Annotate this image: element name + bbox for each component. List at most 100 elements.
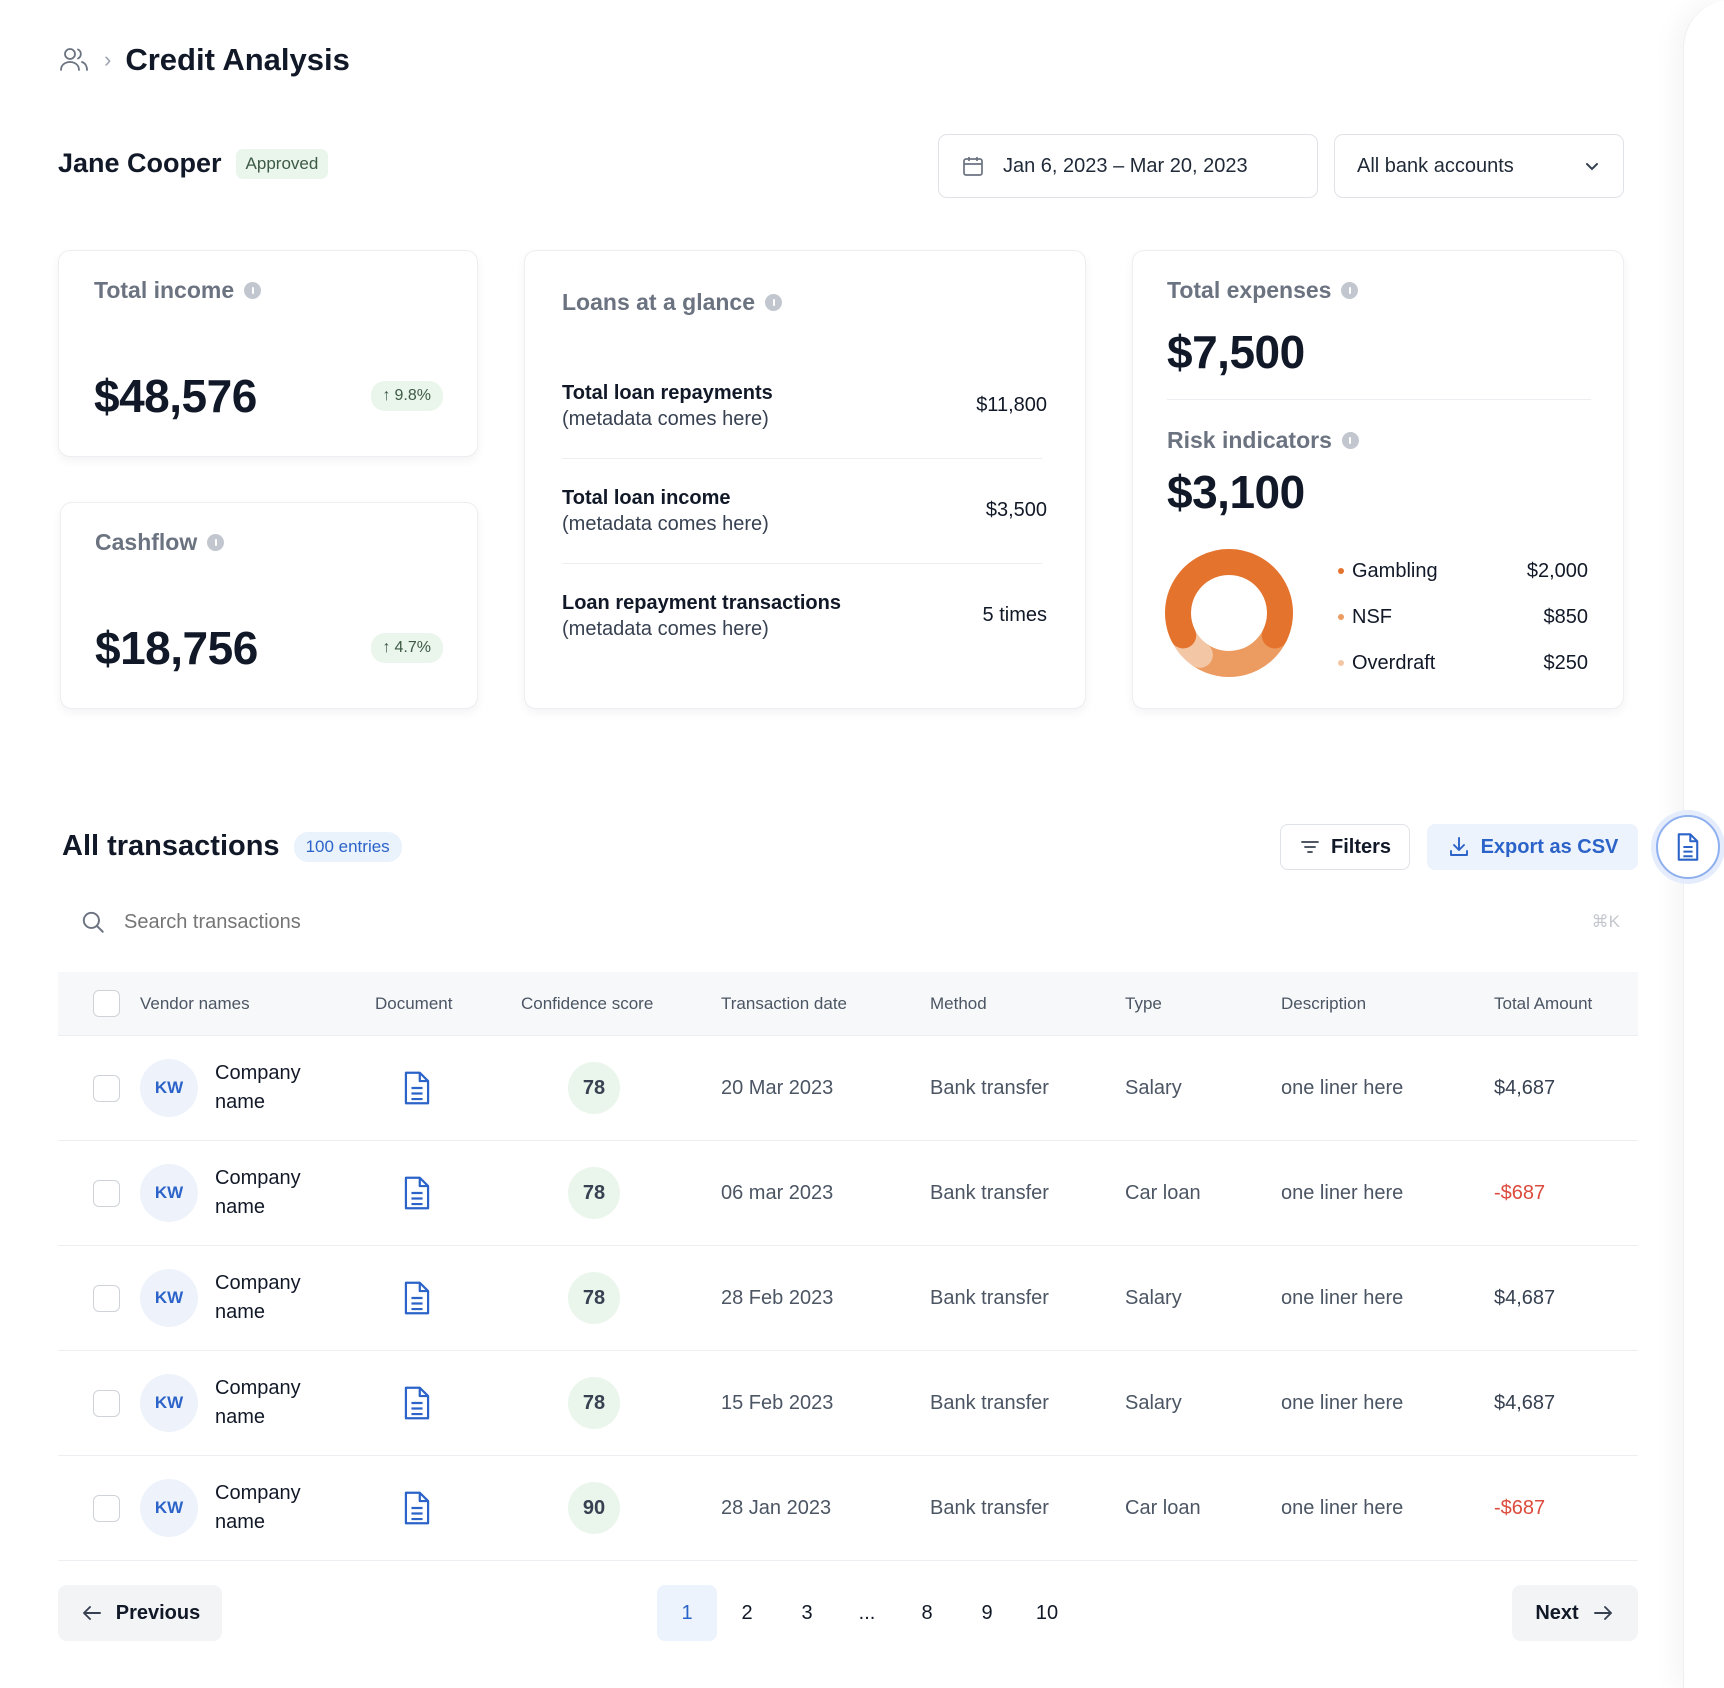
divider [562,458,1042,459]
risk-value: $3,100 [1167,466,1305,518]
transactions-title: All transactions [62,830,280,862]
expenses-card: Total expenses $7,500 Risk indicators $3… [1132,250,1624,709]
divider [562,563,1042,564]
document-icon [1677,833,1699,861]
transaction-method: Bank transfer [930,1496,1049,1519]
column-header-date[interactable]: Transaction date [721,993,847,1013]
page-button[interactable]: 8 [921,1601,933,1624]
chevron-down-icon [1586,163,1598,171]
arrow-left-icon [82,1606,101,1620]
table-row[interactable]: KW Company name 90 28 Jan 2023 Bank tran… [58,1456,1638,1561]
transaction-type: Salary [1125,1391,1182,1414]
confidence-score: 78 [568,1167,620,1219]
expenses-title: Total expenses [1167,277,1359,304]
bank-accounts-select[interactable]: All bank accounts [1334,134,1624,198]
risk-donut-chart [1165,549,1293,677]
page-button[interactable]: 3 [801,1601,813,1624]
date-range-picker[interactable]: Jan 6, 2023 – Mar 20, 2023 [938,134,1318,198]
transaction-description: one liner here [1281,1076,1404,1099]
risk-item-label: Overdraft [1352,651,1436,674]
transaction-amount: -$687 [1494,1181,1546,1204]
column-header-method[interactable]: Method [930,993,987,1013]
column-header-description[interactable]: Description [1281,993,1367,1013]
document-icon[interactable] [400,1385,434,1421]
info-icon[interactable] [207,534,225,551]
table-row[interactable]: KW Company name 78 28 Feb 2023 Bank tran… [58,1246,1638,1351]
document-icon[interactable] [400,1070,434,1106]
info-icon[interactable] [244,282,262,299]
risk-label: Risk indicators [1167,427,1332,453]
vendor-name: Company name [215,1482,301,1533]
transactions-header: All transactions 100 entries [62,830,402,863]
column-header-type[interactable]: Type [1125,993,1162,1013]
export-csv-button[interactable]: Export as CSV [1427,824,1638,870]
row-checkbox[interactable] [93,1074,120,1102]
risk-title: Risk indicators [1167,427,1359,454]
divider [1167,399,1591,400]
applicant-name: Jane Cooper [58,148,222,178]
table-row[interactable]: KW Company name 78 15 Feb 2023 Bank tran… [58,1351,1638,1456]
risk-legend: Gambling $2,000 NSF $850 Overdraft $250 [1338,548,1588,686]
vendor-avatar: KW [140,1479,198,1537]
transaction-method: Bank transfer [930,1391,1049,1414]
risk-item-gambling: Gambling $2,000 [1338,548,1588,594]
loan-row-meta: (metadata comes here) [562,618,769,640]
loans-label: Loans at a glance [562,289,756,315]
row-checkbox[interactable] [93,1389,120,1417]
page-button[interactable]: 2 [741,1601,753,1624]
row-checkbox[interactable] [93,1494,120,1522]
cashflow-title: Cashflow [95,529,225,556]
arrow-right-icon [1593,1606,1612,1620]
column-header-amount[interactable]: Total Amount [1494,993,1593,1013]
loan-row-label: Loan repayment transactions [562,592,841,614]
total-income-title: Total income [94,277,262,304]
info-icon[interactable] [1341,282,1359,299]
transaction-date: 15 Feb 2023 [721,1391,834,1414]
document-icon[interactable] [400,1490,434,1526]
applicant-header: Jane Cooper Approved [58,148,329,179]
loan-row-label: Total loan income [562,487,731,509]
export-csv-label: Export as CSV [1480,835,1619,858]
transaction-type: Car loan [1125,1181,1201,1204]
date-range-label: Jan 6, 2023 – Mar 20, 2023 [1003,154,1248,177]
entries-badge: 100 entries [293,831,402,862]
page-button[interactable]: 1 [657,1585,717,1641]
info-icon[interactable] [765,294,783,311]
total-income-label: Total income [94,277,235,303]
filters-button[interactable]: Filters [1280,824,1410,870]
document-icon[interactable] [400,1175,434,1211]
table-header: Vendor names Document Confidence score T… [58,972,1638,1036]
users-icon[interactable] [58,44,90,76]
previous-page-button[interactable]: Previous [58,1585,222,1641]
select-all-checkbox[interactable] [93,990,120,1017]
page-button[interactable]: 9 [981,1601,993,1624]
filters-label: Filters [1330,835,1392,858]
transaction-amount: $4,687 [1494,1391,1556,1414]
next-page-button[interactable]: Next [1512,1585,1638,1641]
download-icon [1449,837,1468,856]
column-header-confidence[interactable]: Confidence score [521,993,654,1013]
transaction-date: 28 Jan 2023 [721,1496,832,1519]
breadcrumb: › Credit Analysis [58,40,350,80]
transaction-amount: -$687 [1494,1496,1546,1519]
loan-row-meta: (metadata comes here) [562,513,769,535]
column-header-vendor[interactable]: Vendor names [140,993,250,1013]
row-checkbox[interactable] [93,1179,120,1207]
cashflow-delta-value: 4.7% [394,639,431,656]
column-header-document[interactable]: Document [375,993,453,1013]
page-button[interactable]: 10 [1035,1601,1059,1624]
risk-item-value: $850 [1543,605,1589,628]
info-icon[interactable] [1341,432,1359,449]
document-icon[interactable] [400,1280,434,1316]
table-row[interactable]: KW Company name 78 20 Mar 2023 Bank tran… [58,1036,1638,1141]
loan-row: Total loan repayments (metadata comes he… [562,379,1047,431]
page-title: Credit Analysis [125,42,350,77]
search-input[interactable] [124,910,724,934]
chevron-right-icon: › [104,47,112,72]
document-panel-button[interactable] [1656,815,1720,879]
loan-row-meta: (metadata comes here) [562,408,769,430]
status-badge: Approved [235,148,329,179]
row-checkbox[interactable] [93,1284,120,1312]
table-row[interactable]: KW Company name 78 06 mar 2023 Bank tran… [58,1141,1638,1246]
confidence-score: 78 [568,1062,620,1114]
